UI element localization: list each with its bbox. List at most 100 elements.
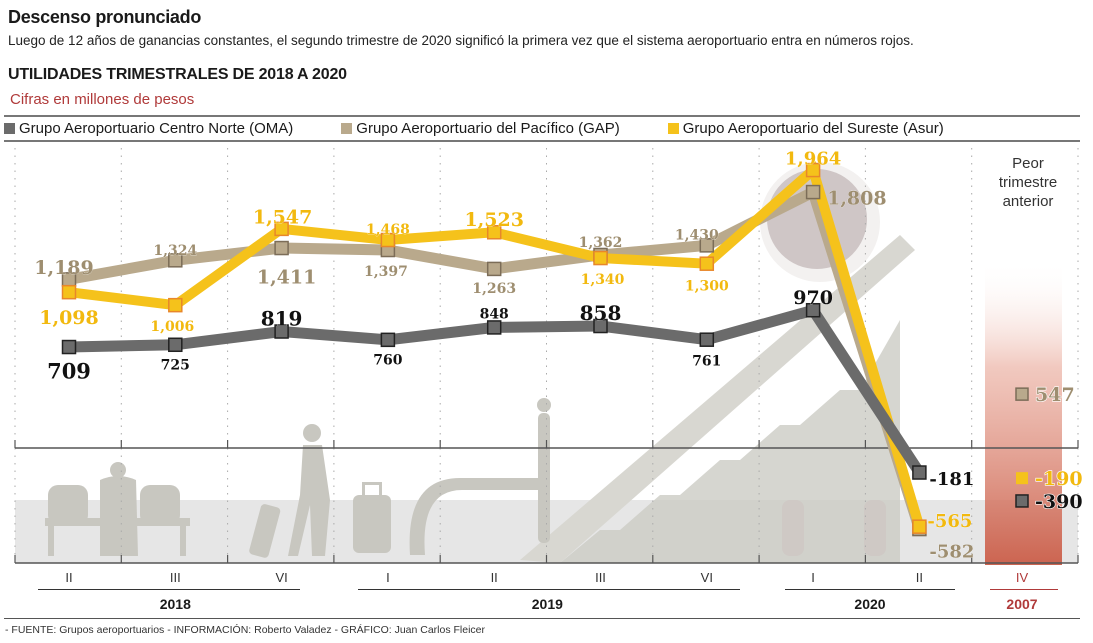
headline: Descenso pronunciado xyxy=(8,7,202,27)
data-label-asur: 1,964 xyxy=(785,148,841,169)
legend-item-asur: Grupo Aeroportuario del Sureste (Asur) xyxy=(667,120,944,137)
data-label-oma: 858 xyxy=(580,301,622,325)
chart-title: UTILIDADES TRIMESTRALES DE 2018 A 2020 xyxy=(8,66,347,83)
units-subtitle: Cifras en millones de pesos xyxy=(10,91,195,108)
x-tick-label: III xyxy=(169,570,181,585)
data-point-oma xyxy=(380,332,396,348)
x-tick-label: VI xyxy=(275,570,288,585)
legend: Grupo Aeroportuario Centro Norte (OMA) G… xyxy=(4,115,1080,142)
legend-swatch-oma xyxy=(4,123,15,134)
data-label-oma: 970 xyxy=(793,287,833,309)
data-label-asur: 1,006 xyxy=(150,319,194,335)
suitcase-icon xyxy=(353,482,391,553)
data-label-gap: 1,189 xyxy=(34,257,94,279)
data-label-asur: 1,547 xyxy=(253,207,313,229)
legend-label-asur: Grupo Aeroportuario del Sureste (Asur) xyxy=(682,120,944,137)
legend-label-oma: Grupo Aeroportuario Centro Norte (OMA) xyxy=(19,120,294,137)
data-label-oma: 760 xyxy=(373,353,402,369)
worst-point-gap xyxy=(1015,387,1029,401)
data-point-asur xyxy=(61,284,77,300)
data-point-oma xyxy=(168,337,183,353)
data-point-asur xyxy=(168,297,183,313)
data-label-asur: 1,340 xyxy=(581,272,625,288)
data-label-gap: -582 xyxy=(929,541,974,562)
data-label-oma: 761 xyxy=(692,354,721,370)
legend-item-oma: Grupo Aeroportuario Centro Norte (OMA) xyxy=(4,120,293,137)
data-label-oma: 819 xyxy=(261,307,303,331)
legend-swatch-asur xyxy=(667,123,679,134)
worst-quarter-highlight xyxy=(985,260,1062,565)
data-label-asur: 1,523 xyxy=(464,209,524,231)
worst-point-asur xyxy=(1016,472,1028,485)
stairs-icon xyxy=(560,320,900,563)
x-year-label: 2018 xyxy=(159,596,191,612)
x-tick-label: II xyxy=(915,570,924,585)
data-label-gap: 1,263 xyxy=(472,281,516,297)
year-underline xyxy=(785,589,955,590)
x-tick-label: I xyxy=(811,570,815,585)
legend-swatch-gap xyxy=(341,123,353,134)
data-point-asur xyxy=(593,250,608,266)
data-label-oma: 725 xyxy=(161,358,190,374)
year-underline xyxy=(990,589,1058,590)
data-label-asur: 1,300 xyxy=(685,279,729,295)
year-underline xyxy=(358,589,740,590)
series xyxy=(61,161,927,537)
data-label-gap: 1,397 xyxy=(364,264,408,280)
worst-label-asur: -190 xyxy=(1035,468,1083,490)
data-point-oma xyxy=(274,324,289,339)
data-point-gap xyxy=(699,238,715,253)
data-label-gap: 1,411 xyxy=(257,267,317,289)
x-year-label: 2019 xyxy=(531,596,563,612)
year-underline xyxy=(38,589,300,590)
legend-label-gap: Grupo Aeroportuario del Pacífico (GAP) xyxy=(356,120,620,137)
data-label-asur: -565 xyxy=(927,511,972,532)
x-tick-label: III xyxy=(595,570,606,585)
x-year-label: 2020 xyxy=(854,596,886,612)
worst-label-gap: 547 xyxy=(1035,384,1075,406)
data-label-oma: 848 xyxy=(480,306,509,322)
data-label-gap: 1,362 xyxy=(579,235,623,251)
traveler-icon xyxy=(249,424,330,558)
worst-point-oma xyxy=(1015,494,1029,508)
data-point-oma xyxy=(912,465,927,480)
landing-gear-icon xyxy=(782,500,886,556)
data-label-gap: 1,324 xyxy=(153,243,197,259)
data-point-asur xyxy=(274,221,289,237)
escalator-icon xyxy=(409,478,540,555)
data-label-asur: 1,468 xyxy=(366,222,410,238)
x-tick-label: II xyxy=(65,570,73,585)
line-chart: 1,189 1,324 1,411 1,397 1,263 1,362 1,430 1,808… xyxy=(14,148,1083,565)
dek: Luego de 12 años de ganancias constantes… xyxy=(8,33,914,48)
data-point-oma xyxy=(699,332,715,347)
data-label-asur: 1,098 xyxy=(39,307,99,329)
data-point-oma xyxy=(805,302,821,318)
data-label-oma: -181 xyxy=(929,469,974,490)
data-label-gap: 1,430 xyxy=(675,227,719,243)
data-point-asur xyxy=(805,162,821,178)
data-labels: 1,189 1,324 1,411 1,397 1,263 1,362 1,430 1,808… xyxy=(34,148,975,562)
waiting-seats-icon xyxy=(45,462,190,556)
data-point-oma xyxy=(593,318,608,334)
worst-label-oma: -390 xyxy=(1035,491,1083,513)
data-point-asur xyxy=(699,256,715,271)
data-point-gap xyxy=(168,253,183,268)
worst-quarter-label: Peor trimestre anterior xyxy=(998,155,1058,210)
data-label-oma: 709 xyxy=(47,358,91,383)
legend-item-gap: Grupo Aeroportuario del Pacífico (GAP) xyxy=(341,120,620,137)
woman-on-escalator-icon xyxy=(537,398,551,543)
data-point-asur xyxy=(912,519,927,534)
data-point-gap xyxy=(805,184,821,200)
x-tick-label: VI xyxy=(700,570,713,585)
data-point-gap xyxy=(274,240,289,256)
x-tick-label: IV xyxy=(1015,570,1029,585)
x-tick-label: II xyxy=(490,570,498,585)
data-point-oma xyxy=(486,320,502,335)
data-point-gap xyxy=(486,261,502,277)
worst-quarter-markers: 547 -190-390 xyxy=(1015,384,1083,514)
data-point-oma xyxy=(61,339,77,355)
x-tick-label: I xyxy=(386,570,390,585)
credits-footer: - FUENTE: Grupos aeroportuarios - INFORM… xyxy=(5,624,486,636)
data-point-asur xyxy=(486,225,502,240)
bottom-rule xyxy=(4,618,1080,619)
